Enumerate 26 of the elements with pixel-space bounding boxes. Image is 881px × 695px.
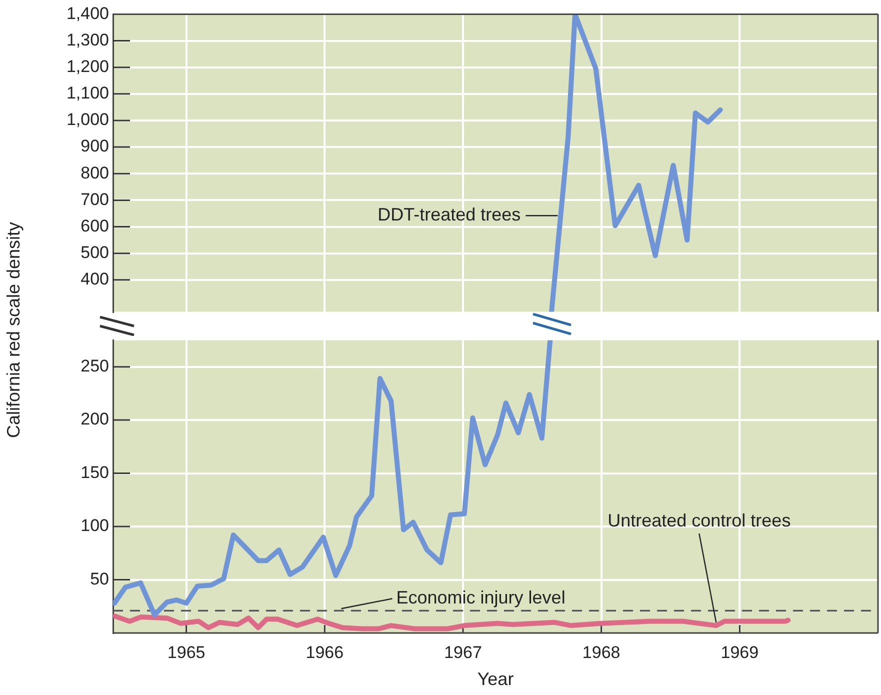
y-tick-label: 150 (80, 462, 109, 482)
y-tick-label: 200 (80, 410, 109, 429)
y-tick-label: 50 (90, 569, 109, 588)
y-axis-title: California red scale density (4, 222, 24, 438)
y-tick-label: 800 (80, 163, 109, 182)
y-tick-label: 1,000 (66, 110, 109, 130)
text: DDT-treated trees (378, 204, 521, 225)
x-tick-label: 1967 (444, 642, 482, 662)
x-axis-title: Year (477, 669, 514, 690)
y-tick-label: 900 (80, 136, 109, 156)
annotation: Economic injury level (396, 588, 566, 608)
y-tick-label: 1,200 (66, 57, 109, 76)
y-tick-label: 100 (80, 516, 109, 536)
y-tick-label: 600 (80, 216, 109, 236)
y-tick-label: 1,300 (66, 30, 109, 50)
text: Untreated control trees (608, 510, 791, 531)
x-tick-label: 1969 (720, 642, 759, 662)
y-tick-label: 700 (80, 190, 109, 209)
y-tick-label: 500 (80, 243, 109, 262)
y-tick-label: 400 (80, 270, 109, 289)
y-tick-label: 250 (80, 356, 109, 376)
y-tick-label: 1,100 (66, 84, 109, 103)
x-tick-label: 1965 (167, 642, 206, 662)
x-tick-label: 1966 (306, 642, 344, 662)
x-tick-label: 1968 (582, 642, 620, 662)
y-tick-label: 1,400 (66, 4, 109, 23)
